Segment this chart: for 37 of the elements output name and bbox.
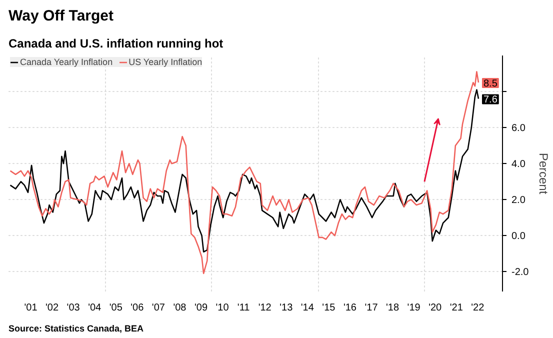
x-tick-label: '18 <box>386 302 400 314</box>
x-tick-label: '20 <box>428 302 442 314</box>
x-tick-label: '06 <box>130 302 144 314</box>
x-tick-label: '14 <box>300 302 314 314</box>
y-tick-label: 2.0 <box>512 195 526 206</box>
x-tick-label: '04 <box>88 302 102 314</box>
x-tick-label: '05 <box>109 302 123 314</box>
x-tick-label: '09 <box>194 302 208 314</box>
x-tick-label: '19 <box>407 302 421 314</box>
x-tick-label: '13 <box>280 302 294 314</box>
x-tick-label: '01 <box>24 302 38 314</box>
x-tick-label: '03 <box>66 302 80 314</box>
line-series <box>10 89 480 253</box>
x-tick-label: '15 <box>322 302 336 314</box>
legend-label: US Yearly Inflation <box>128 57 202 67</box>
y-tick-label: -2.0 <box>512 267 530 278</box>
x-tick-label: '12 <box>258 302 272 314</box>
y-tick-label: 4.0 <box>512 159 526 170</box>
x-tick-label: '02 <box>46 302 59 314</box>
x-tick-label: '16 <box>343 302 357 314</box>
x-tick-label: '21 <box>450 302 464 314</box>
x-tick-label: '10 <box>216 302 230 314</box>
chart-subtitle: Canada and U.S. inflation running hot <box>8 36 224 50</box>
source-note: Source: Statistics Canada, BEA <box>8 324 144 334</box>
line-series <box>10 71 480 274</box>
data-label: 7.6 <box>483 94 498 106</box>
y-tick-label: 6.0 <box>512 123 526 134</box>
x-tick-label: '17 <box>364 302 378 314</box>
x-tick-label: '07 <box>152 302 166 314</box>
data-label: 8.5 <box>483 78 498 90</box>
y-axis-title: Percent <box>536 152 551 195</box>
legend-label: Canada Yearly Inflation <box>20 57 113 67</box>
chart-title: Way Off Target <box>8 8 114 24</box>
x-tick-label: '08 <box>173 302 187 314</box>
x-tick-label: '22 <box>471 302 485 314</box>
y-tick-label: 0.0 <box>512 231 526 242</box>
x-tick-label: '11 <box>237 302 250 314</box>
